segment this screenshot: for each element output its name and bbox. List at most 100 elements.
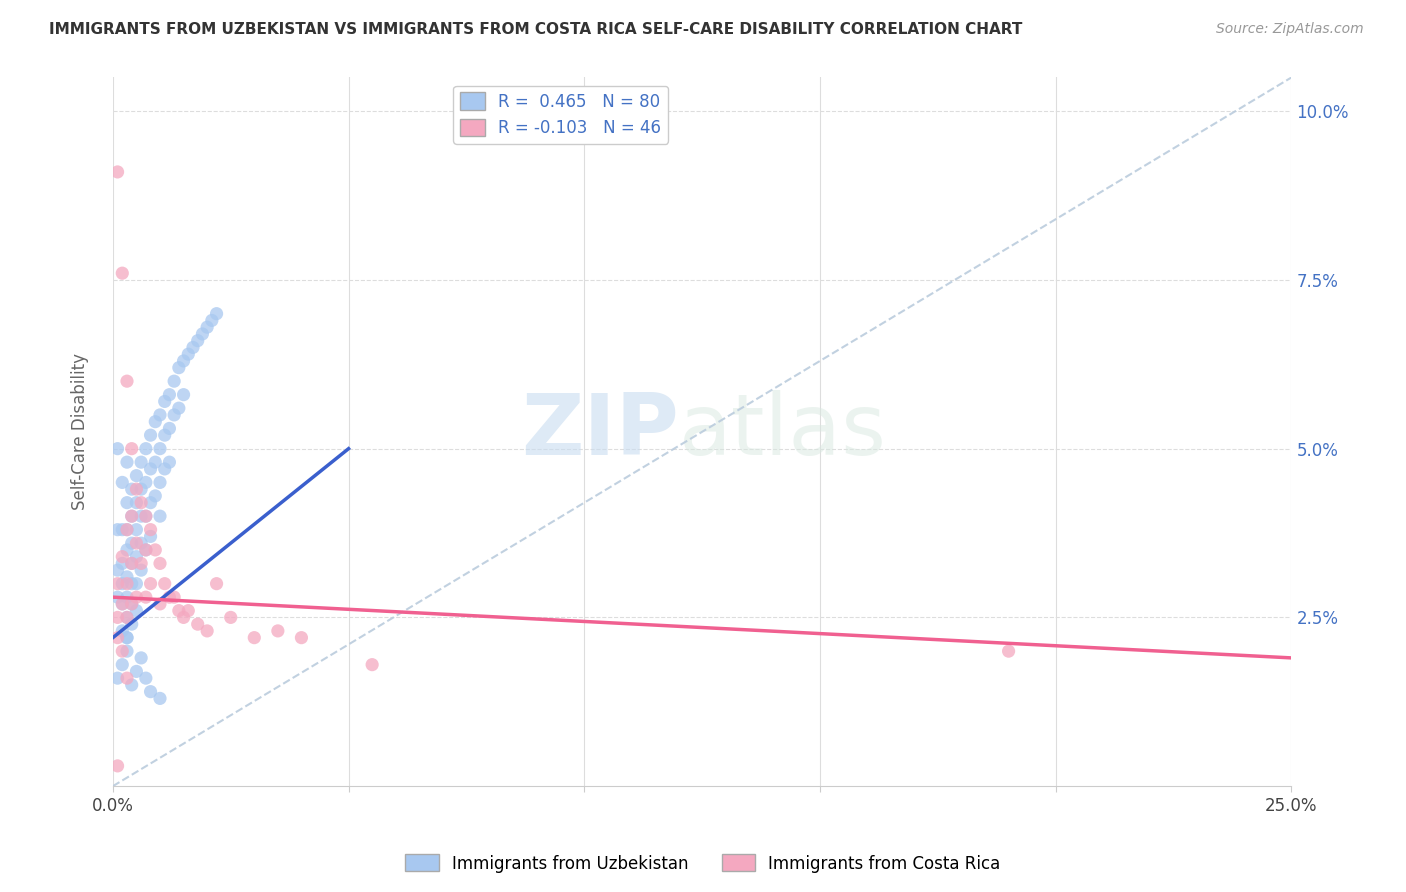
Point <box>125 590 148 604</box>
Point <box>121 536 143 550</box>
Point <box>125 604 148 618</box>
Point <box>111 475 134 490</box>
Point <box>181 340 204 354</box>
Point <box>159 421 181 435</box>
Point <box>139 684 162 698</box>
Point <box>153 462 176 476</box>
Legend: R =  0.465   N = 80, R = -0.103   N = 46: R = 0.465 N = 80, R = -0.103 N = 46 <box>453 86 668 144</box>
Point <box>121 597 143 611</box>
Point <box>107 576 129 591</box>
Point <box>143 455 166 469</box>
Point <box>115 455 138 469</box>
Point <box>107 610 129 624</box>
Point <box>107 759 129 773</box>
Point <box>139 576 162 591</box>
Point <box>135 509 157 524</box>
Point <box>205 576 228 591</box>
Point <box>135 590 157 604</box>
Point <box>149 509 172 524</box>
Point <box>115 610 138 624</box>
Point <box>121 509 143 524</box>
Point <box>129 482 152 496</box>
Point <box>111 624 134 638</box>
Point <box>153 428 176 442</box>
Point <box>129 557 152 571</box>
Point <box>187 334 209 348</box>
Point <box>153 576 176 591</box>
Point <box>129 509 152 524</box>
Point <box>115 496 138 510</box>
Text: Source: ZipAtlas.com: Source: ZipAtlas.com <box>1216 22 1364 37</box>
Point <box>149 557 172 571</box>
Point <box>149 597 172 611</box>
Point <box>243 631 266 645</box>
Point <box>125 665 148 679</box>
Point <box>149 475 172 490</box>
Point <box>139 428 162 442</box>
Point <box>290 631 312 645</box>
Point <box>139 529 162 543</box>
Point <box>107 671 129 685</box>
Point <box>121 678 143 692</box>
Point <box>125 576 148 591</box>
Point <box>115 631 138 645</box>
Point <box>135 671 157 685</box>
Point <box>125 496 148 510</box>
Point <box>111 266 134 280</box>
Point <box>163 590 186 604</box>
Point <box>121 557 143 571</box>
Point <box>201 313 224 327</box>
Point <box>125 536 148 550</box>
Point <box>107 590 129 604</box>
Point <box>121 557 143 571</box>
Point <box>195 624 218 638</box>
Text: IMMIGRANTS FROM UZBEKISTAN VS IMMIGRANTS FROM COSTA RICA SELF-CARE DISABILITY CO: IMMIGRANTS FROM UZBEKISTAN VS IMMIGRANTS… <box>49 22 1022 37</box>
Point <box>135 509 157 524</box>
Point <box>149 442 172 456</box>
Point <box>143 489 166 503</box>
Point <box>107 165 129 179</box>
Point <box>163 408 186 422</box>
Point <box>195 320 218 334</box>
Point <box>219 610 242 624</box>
Point <box>115 644 138 658</box>
Point <box>187 617 209 632</box>
Point <box>111 576 134 591</box>
Point <box>173 610 195 624</box>
Point <box>111 657 134 672</box>
Point <box>107 631 129 645</box>
Legend: Immigrants from Uzbekistan, Immigrants from Costa Rica: Immigrants from Uzbekistan, Immigrants f… <box>399 847 1007 880</box>
Point <box>115 576 138 591</box>
Point <box>125 482 148 496</box>
Point <box>111 557 134 571</box>
Point <box>121 509 143 524</box>
Point <box>115 671 138 685</box>
Point <box>143 415 166 429</box>
Point <box>173 354 195 368</box>
Point <box>173 387 195 401</box>
Point <box>125 523 148 537</box>
Y-axis label: Self-Care Disability: Self-Care Disability <box>72 353 89 510</box>
Point <box>125 468 148 483</box>
Point <box>129 651 152 665</box>
Point <box>115 631 138 645</box>
Point <box>111 644 134 658</box>
Point <box>129 455 152 469</box>
Point <box>129 536 152 550</box>
Point <box>115 374 138 388</box>
Point <box>135 475 157 490</box>
Point <box>135 442 157 456</box>
Point <box>111 597 134 611</box>
Point <box>139 523 162 537</box>
Point <box>121 482 143 496</box>
Point <box>167 360 190 375</box>
Point <box>167 401 190 416</box>
Point <box>115 542 138 557</box>
Point <box>159 590 181 604</box>
Point <box>177 347 200 361</box>
Point <box>121 442 143 456</box>
Point <box>153 394 176 409</box>
Point <box>149 408 172 422</box>
Point <box>139 496 162 510</box>
Point <box>121 597 143 611</box>
